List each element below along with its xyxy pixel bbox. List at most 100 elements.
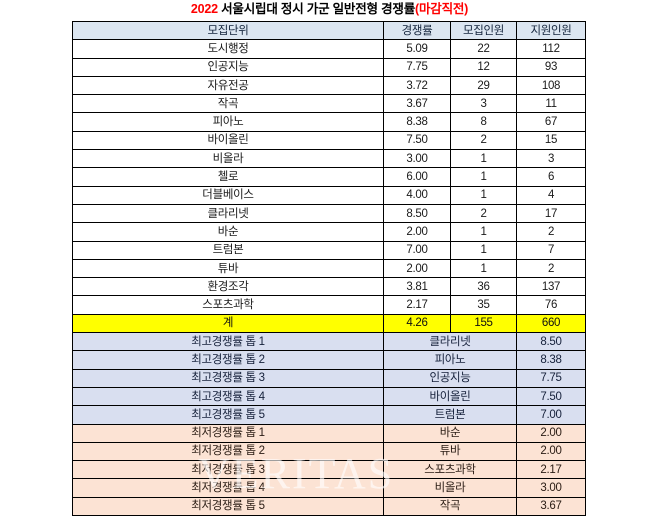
- cell-total-applicants: 660: [516, 313, 586, 334]
- cell-applicants: 6: [516, 167, 586, 187]
- cell-rank-rate: 2.00: [516, 441, 586, 462]
- cell-rate: 3.00: [383, 149, 451, 169]
- table-body: 도시행정 5.09 22 112 인공지능 7.75 12 93 자유전공 3.72 29 108 작곡…: [72, 39, 586, 517]
- cell-rank-unit: 작곡: [383, 496, 517, 517]
- cell-rank-unit: 비올라: [383, 478, 517, 498]
- cell-rank-rate: 3.67: [516, 496, 586, 517]
- cell-rate: 2.00: [383, 222, 451, 242]
- cell-unit: 클라리넷: [72, 203, 384, 224]
- highest-rank-row: 최고경쟁률 톱 4 바이올린 7.50: [72, 386, 586, 407]
- highest-rank-row: 최고경쟁률 톱 3 인공지능 7.75: [72, 368, 586, 388]
- cell-unit: 환경조각: [72, 277, 384, 297]
- lowest-rank-row: 최저경쟁률 톱 2 튜바 2.00: [72, 441, 586, 462]
- cell-unit: 더블베이스: [72, 185, 384, 205]
- cell-unit: 도시행정: [72, 39, 384, 59]
- cell-quota: 2: [450, 203, 517, 224]
- cell-rank-rate: 7.75: [516, 368, 586, 388]
- cell-rate: 7.00: [383, 240, 451, 260]
- cell-applicants: 76: [516, 295, 586, 315]
- table-row: 작곡 3.67 3 11: [72, 94, 586, 114]
- column-header-applicants: 지원인원: [516, 20, 586, 41]
- page-title-main: 서울시립대 정시 가군 일반전형 경쟁률: [217, 2, 416, 16]
- cell-rate: 8.50: [383, 203, 451, 224]
- table-row: 자유전공 3.72 29 108: [72, 75, 586, 96]
- cell-rank-label: 최고경쟁률 톱 4: [72, 386, 384, 407]
- competition-rate-table: 모집단위 경쟁률 모집인원 지원인원 도시행정 5.09 22 112 인공지능 7.75…: [72, 20, 586, 517]
- cell-rank-rate: 7.50: [516, 386, 586, 407]
- lowest-rank-row: 최저경쟁률 톱 1 바순 2.00: [72, 423, 586, 443]
- cell-rate: 3.81: [383, 277, 451, 297]
- cell-rank-rate: 8.38: [516, 350, 586, 370]
- cell-quota: 1: [450, 167, 517, 187]
- cell-rate: 8.38: [383, 112, 451, 132]
- cell-unit: 바순: [72, 222, 384, 242]
- table-row: 바순 2.00 1 2: [72, 222, 586, 242]
- cell-unit: 트럼본: [72, 240, 384, 260]
- cell-rank-unit: 피아노: [383, 350, 517, 370]
- cell-quota: 12: [450, 57, 517, 77]
- page-title-year: 2022: [190, 2, 218, 16]
- cell-quota: 35: [450, 295, 517, 315]
- column-header-rate: 경쟁률: [383, 20, 451, 41]
- cell-rank-label: 최저경쟁률 톱 2: [72, 441, 384, 462]
- competition-rate-table-container: 모집단위 경쟁률 모집인원 지원인원 도시행정 5.09 22 112 인공지능 7.75…: [72, 20, 586, 517]
- cell-applicants: 3: [516, 149, 586, 169]
- cell-rank-unit: 튜바: [383, 441, 517, 462]
- cell-rank-label: 최저경쟁률 톱 1: [72, 423, 384, 443]
- table-row: 피아노 8.38 8 67: [72, 112, 586, 132]
- lowest-rank-row: 최저경쟁률 톱 4 비올라 3.00: [72, 478, 586, 498]
- cell-rank-unit: 클라리넷: [383, 332, 517, 352]
- table-row: 더블베이스 4.00 1 4: [72, 185, 586, 205]
- cell-rate: 4.00: [383, 185, 451, 205]
- cell-applicants: 93: [516, 57, 586, 77]
- cell-rank-rate: 7.00: [516, 405, 586, 425]
- cell-rate: 6.00: [383, 167, 451, 187]
- cell-applicants: 137: [516, 277, 586, 297]
- cell-unit: 작곡: [72, 94, 384, 114]
- cell-quota: 1: [450, 240, 517, 260]
- table-header-row: 모집단위 경쟁률 모집인원 지원인원: [72, 20, 586, 41]
- page-title: 2022 서울시립대 정시 가군 일반전형 경쟁률(마감직전): [0, 1, 659, 18]
- cell-total-label: 계: [72, 313, 384, 334]
- cell-rank-rate: 8.50: [516, 332, 586, 352]
- cell-quota: 22: [450, 39, 517, 59]
- highest-rank-row: 최고경쟁률 톱 5 트럼본 7.00: [72, 405, 586, 425]
- cell-rank-unit: 인공지능: [383, 368, 517, 388]
- cell-quota: 1: [450, 222, 517, 242]
- cell-total-rate: 4.26: [383, 313, 451, 334]
- cell-rank-unit: 바순: [383, 423, 517, 443]
- cell-rate: 3.72: [383, 75, 451, 96]
- cell-unit: 스포츠과학: [72, 295, 384, 315]
- column-header-unit: 모집단위: [72, 20, 384, 41]
- cell-rate: 5.09: [383, 39, 451, 59]
- cell-applicants: 67: [516, 112, 586, 132]
- table-row: 첼로 6.00 1 6: [72, 167, 586, 187]
- table-row: 도시행정 5.09 22 112: [72, 39, 586, 59]
- table-row: 클라리넷 8.50 2 17: [72, 203, 586, 224]
- cell-applicants: 17: [516, 203, 586, 224]
- cell-unit: 튜바: [72, 258, 384, 279]
- cell-total-quota: 155: [450, 313, 517, 334]
- cell-rank-label: 최고경쟁률 톱 3: [72, 368, 384, 388]
- highest-rank-row: 최고경쟁률 톱 1 클라리넷 8.50: [72, 332, 586, 352]
- cell-applicants: 15: [516, 130, 586, 151]
- cell-rank-unit: 트럼본: [383, 405, 517, 425]
- table-row: 바이올린 7.50 2 15: [72, 130, 586, 151]
- cell-quota: 3: [450, 94, 517, 114]
- lowest-rank-row: 최저경쟁률 톱 5 작곡 3.67: [72, 496, 586, 517]
- cell-rank-label: 최저경쟁률 톱 3: [72, 460, 384, 480]
- lowest-rank-row: 최저경쟁률 톱 3 스포츠과학 2.17: [72, 460, 586, 480]
- table-row: 트럼본 7.00 1 7: [72, 240, 586, 260]
- cell-applicants: 2: [516, 222, 586, 242]
- cell-quota: 1: [450, 258, 517, 279]
- page-title-suffix: (마감직전): [415, 2, 469, 16]
- cell-applicants: 4: [516, 185, 586, 205]
- cell-rate: 7.50: [383, 130, 451, 151]
- cell-quota: 1: [450, 185, 517, 205]
- table-row: 스포츠과학 2.17 35 76: [72, 295, 586, 315]
- cell-rate: 7.75: [383, 57, 451, 77]
- cell-applicants: 7: [516, 240, 586, 260]
- cell-unit: 비올라: [72, 149, 384, 169]
- cell-quota: 8: [450, 112, 517, 132]
- cell-quota: 1: [450, 149, 517, 169]
